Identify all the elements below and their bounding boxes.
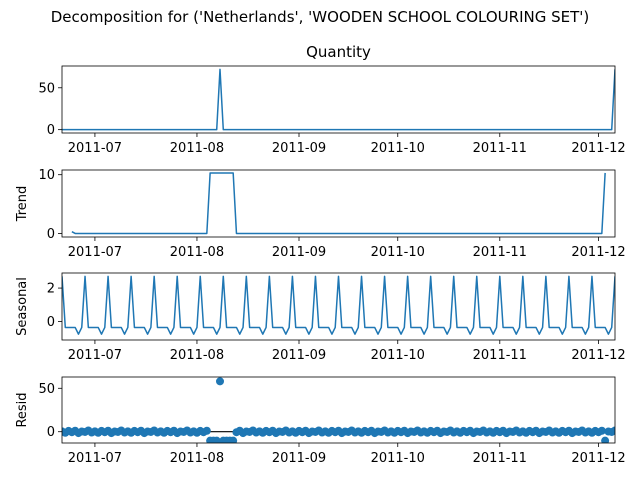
resid-point (229, 436, 238, 443)
y-axis-label: Trend (15, 186, 30, 223)
plot-area (71, 172, 606, 235)
x-tick-label: 2011-12 (571, 245, 625, 260)
x-tick-label: 2011-09 (272, 245, 326, 260)
plot-area (62, 68, 615, 131)
x-tick-label: 2011-11 (473, 141, 527, 156)
x-tick-label: 2011-07 (68, 451, 122, 466)
x-tick-label: 2011-09 (272, 141, 326, 156)
x-tick-label: 2011-11 (473, 348, 527, 363)
y-tick-label: 0 (47, 123, 55, 138)
resid-point (212, 436, 221, 443)
x-tick-label: 2011-12 (571, 141, 625, 156)
resid-point (216, 377, 224, 386)
panel-trend: Trend 0 10 2011-07 2011-08 2011-09 2011-10 2011… (15, 168, 626, 260)
y-tick-label: 0 (47, 227, 55, 242)
panel-title: Quantity (306, 43, 371, 61)
series-line (71, 172, 606, 235)
resid-point (611, 426, 615, 435)
axes-frame (61, 376, 616, 444)
axes-frame (61, 65, 616, 134)
y-axis-label: Resid (15, 392, 30, 427)
y-tick-label: 50 (38, 382, 55, 397)
y-tick-label: 2 (47, 282, 55, 297)
series-line (62, 275, 615, 335)
panel-observed: Quantity 0 50 2011-07 2011-08 2011-09 2011-10 2… (38, 43, 625, 156)
axes-frame (61, 169, 616, 238)
x-tick-label: 2011-07 (68, 348, 122, 363)
x-tick-label: 2011-10 (371, 245, 425, 260)
plot-area (62, 377, 615, 443)
x-tick-label: 2011-08 (170, 348, 224, 363)
plot-area (62, 275, 615, 335)
x-tick-label: 2011-08 (170, 245, 224, 260)
y-axis-label: Seasonal (15, 277, 30, 336)
x-tick-label: 2011-12 (571, 348, 625, 363)
x-tick-label: 2011-08 (170, 451, 224, 466)
x-tick-label: 2011-09 (272, 451, 326, 466)
resid-point (202, 426, 211, 435)
x-tick-label: 2011-11 (473, 451, 527, 466)
y-tick-label: 10 (38, 168, 55, 183)
panel-seasonal: Seasonal 0 2 2011-07 2011-08 2011-09 2011-10 20… (15, 272, 626, 363)
x-tick-label: 2011-09 (272, 348, 326, 363)
series-line (62, 68, 615, 131)
x-tick-label: 2011-11 (473, 245, 527, 260)
panel-resid: Resid 0 50 2011-07 2011-08 2011-09 2011-10 2011… (15, 376, 626, 466)
x-tick-label: 2011-08 (170, 141, 224, 156)
resid-point (601, 436, 610, 443)
y-tick-label: 50 (38, 81, 55, 96)
x-tick-label: 2011-07 (68, 245, 122, 260)
resid-point (597, 426, 606, 435)
x-tick-label: 2011-10 (371, 141, 425, 156)
x-tick-label: 2011-10 (371, 451, 425, 466)
axes-frame (61, 272, 616, 341)
y-tick-label: 0 (47, 425, 55, 440)
x-tick-label: 2011-12 (571, 451, 625, 466)
y-tick-label: 0 (47, 315, 55, 330)
x-tick-label: 2011-10 (371, 348, 425, 363)
panels: Quantity 0 50 2011-07 2011-08 2011-09 2011-10 2… (15, 43, 626, 466)
figure-title: Decomposition for ('Netherlands', 'WOODE… (51, 8, 590, 26)
x-tick-label: 2011-07 (68, 141, 122, 156)
